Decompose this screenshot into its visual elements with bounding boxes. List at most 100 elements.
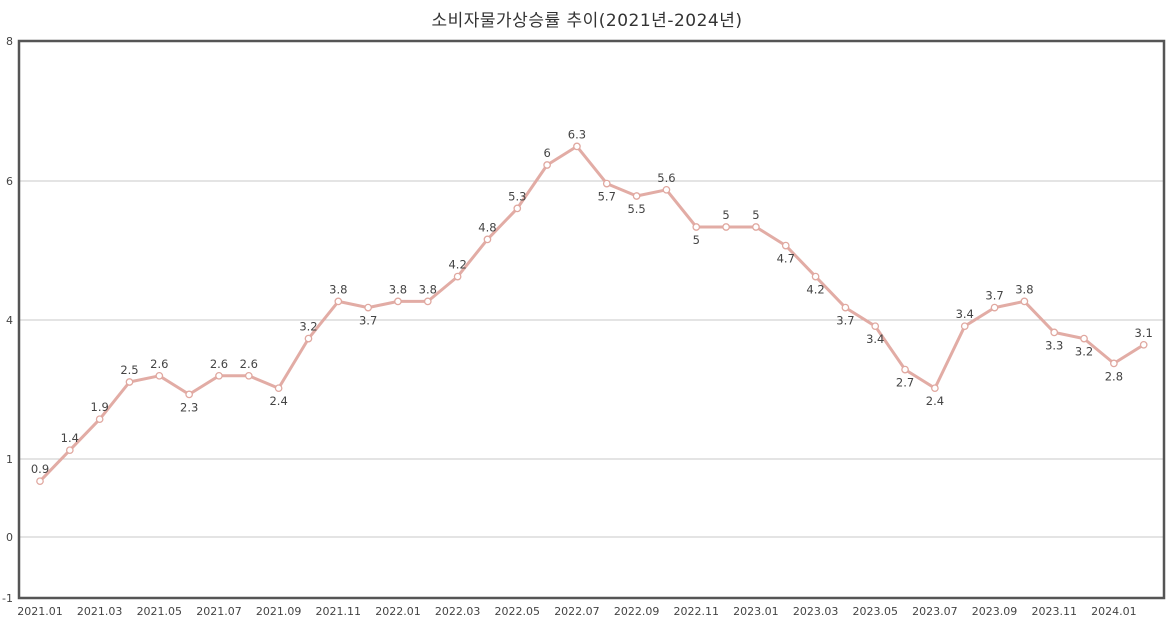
data-label: 2.4	[269, 394, 287, 408]
data-point-marker	[1080, 334, 1088, 343]
y-tick-label: 6	[6, 175, 13, 188]
data-label: 1.4	[61, 431, 79, 445]
data-point-marker	[602, 179, 611, 188]
series-line	[38, 144, 1145, 483]
x-tick-label: 2021.01	[17, 605, 63, 618]
data-point-marker	[36, 477, 44, 486]
data-label: 3.7	[836, 314, 854, 328]
data-label: 3.8	[419, 282, 437, 296]
x-tick-label: 2023.01	[733, 605, 779, 618]
data-label: 2.3	[180, 400, 198, 414]
x-tick-label: 2022.11	[674, 605, 720, 618]
data-label: 3.3	[1045, 338, 1063, 352]
data-label: 2.4	[926, 394, 944, 408]
x-tick-label: 2023.07	[912, 605, 958, 618]
plot-border	[17, 39, 1166, 600]
data-label: 6.3	[568, 127, 586, 141]
data-point-marker	[364, 303, 372, 312]
data-point-marker	[931, 384, 939, 393]
x-tick-label: 2023.09	[972, 605, 1018, 618]
data-point-marker	[692, 223, 701, 231]
data-point-marker	[573, 142, 581, 151]
x-tick-label: 2022.01	[375, 605, 421, 618]
data-point-marker	[1050, 328, 1059, 337]
data-label: 3.8	[329, 282, 347, 296]
x-tick-label: 2022.07	[554, 605, 600, 618]
y-tick-label: 8	[6, 35, 13, 48]
y-tick-label: 4	[6, 314, 13, 327]
data-label: 5	[752, 208, 759, 222]
data-label: 5.3	[508, 189, 526, 203]
data-label: 2.6	[240, 357, 258, 371]
data-point-marker	[901, 365, 909, 374]
data-label: 4.2	[806, 283, 824, 297]
data-label: 2.8	[1105, 369, 1123, 383]
x-tick-label: 2023.11	[1031, 605, 1077, 618]
data-label: 2.6	[150, 357, 168, 371]
data-label: 1.9	[91, 400, 109, 414]
data-point-marker	[811, 272, 820, 281]
x-tick-label: 2023.05	[852, 605, 898, 618]
data-label: 3.4	[956, 307, 974, 321]
data-point-marker	[95, 415, 104, 424]
data-label: 6	[543, 146, 550, 160]
x-tick-label: 2021.09	[256, 605, 302, 618]
data-point-marker	[394, 297, 402, 306]
data-label: 5.7	[598, 190, 616, 204]
data-point-marker	[871, 322, 880, 331]
data-label: 3.2	[299, 320, 317, 334]
data-point-marker	[304, 334, 313, 343]
data-label: 3.2	[1075, 345, 1093, 359]
y-tick-label: 1	[6, 453, 13, 466]
data-point-marker	[244, 371, 253, 380]
plot-frame	[17, 39, 1166, 600]
data-point-marker	[185, 390, 193, 399]
x-tick-label: 2021.05	[137, 605, 183, 618]
y-axis: 8 6 4 1 0 -1	[2, 35, 13, 605]
data-label: 5.6	[657, 171, 675, 185]
data-point-marker	[513, 204, 522, 213]
data-point-marker	[752, 223, 760, 231]
data-point-marker	[215, 371, 223, 380]
data-point-marker	[125, 378, 134, 386]
data-point-marker	[632, 192, 641, 200]
data-point-marker	[274, 384, 283, 393]
x-tick-label: 2021.03	[77, 605, 123, 618]
data-point-marker	[334, 297, 343, 306]
data-point-marker	[841, 303, 850, 312]
data-label: 3.1	[1135, 326, 1153, 340]
data-point-marker	[155, 371, 164, 380]
data-point-marker	[960, 322, 969, 331]
data-label: 4.8	[478, 220, 496, 234]
data-point-marker	[543, 161, 551, 169]
chart-title: 소비자물가상승률 추이(2021년-2024년)	[431, 11, 743, 31]
x-tick-label: 2021.07	[196, 605, 242, 618]
data-label: 5	[722, 208, 729, 222]
x-tick-label: 2022.03	[435, 605, 481, 618]
data-label: 5	[693, 233, 700, 247]
x-tick-label: 2022.05	[495, 605, 541, 618]
data-point-marker	[65, 446, 74, 455]
data-label: 2.6	[210, 357, 228, 371]
data-point-marker	[483, 235, 492, 244]
x-tick-label: 2024.01	[1091, 605, 1137, 618]
data-label: 4.2	[448, 258, 466, 272]
x-axis: 2021.01 2021.03 2021.05 2021.07 2021.09 2021.…	[17, 605, 1136, 618]
x-tick-label: 2022.09	[614, 605, 660, 618]
data-point-marker	[1139, 340, 1148, 349]
data-label: 0.9	[31, 462, 49, 476]
x-tick-label: 2023.03	[793, 605, 839, 618]
data-point-marker	[423, 297, 432, 306]
data-label: 3.7	[985, 289, 1003, 303]
data-label: 2.7	[896, 376, 914, 390]
data-labels: 0.9 1.4 1.9 2.5 2.6 2.3 2.6 2.6 2.4 3.2 3.8 3.7 3.8 3…	[31, 127, 1153, 476]
data-label: 3.8	[389, 282, 407, 296]
x-tick-label: 2021.11	[316, 605, 362, 618]
data-point-marker	[781, 241, 790, 250]
gridlines	[19, 180, 1164, 538]
data-label: 4.7	[777, 252, 795, 266]
data-point-marker	[990, 303, 999, 312]
data-series	[36, 142, 1148, 486]
data-point-marker	[1020, 297, 1029, 306]
